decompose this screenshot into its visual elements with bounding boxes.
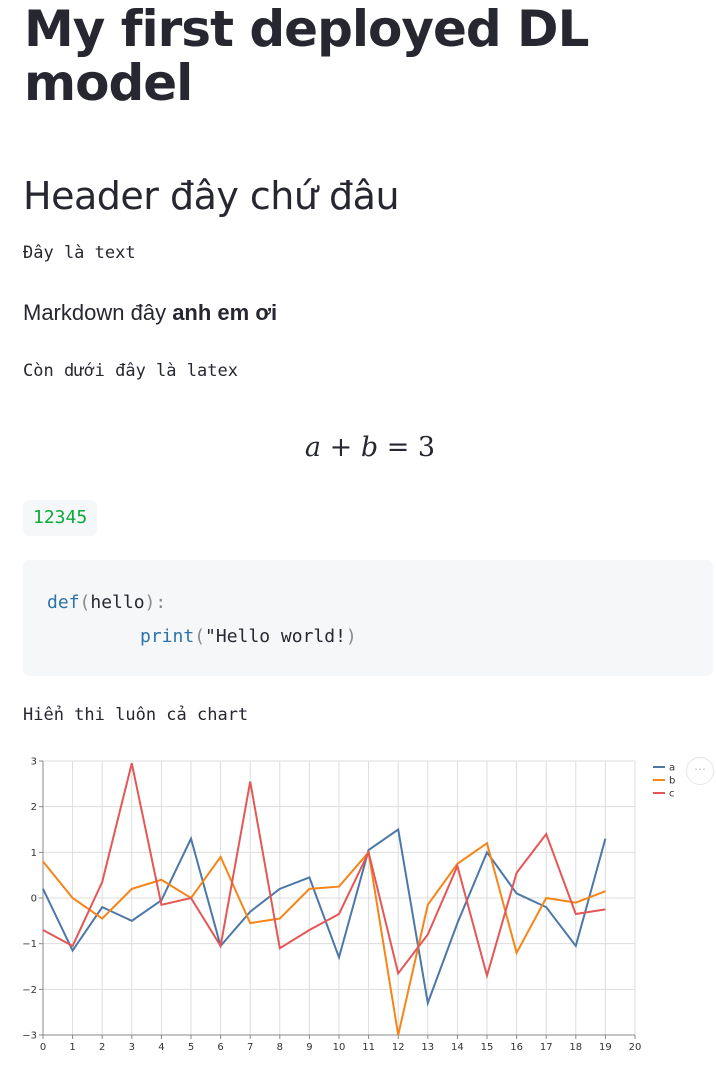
section-header: Header đây chứ đâu xyxy=(23,174,400,218)
x-tick-label: 13 xyxy=(421,1042,434,1053)
code-paren-open-2: ( xyxy=(194,626,206,647)
latex-a: a xyxy=(304,432,321,463)
y-tick-label: −3 xyxy=(22,1031,37,1042)
code-block: def(hello): print("Hello world!) xyxy=(23,560,713,676)
code-paren-open: ( xyxy=(79,592,91,613)
latex-formula: a + b = 3 xyxy=(0,432,716,463)
code-line-2: print("Hello world!) xyxy=(140,626,357,647)
y-tick-label: 2 xyxy=(31,802,37,813)
y-tick-label: 3 xyxy=(31,757,37,768)
code-keyword-def: def xyxy=(47,592,80,613)
x-tick-label: 19 xyxy=(599,1042,612,1053)
x-tick-label: 17 xyxy=(540,1042,553,1053)
y-tick-label: 0 xyxy=(31,894,37,905)
x-tick-label: 4 xyxy=(158,1042,164,1053)
more-options-icon[interactable]: ⋯ xyxy=(686,757,714,785)
legend-label-b: b xyxy=(669,776,675,787)
page-title: My first deployed DL model xyxy=(24,0,589,112)
number-output: 12345 xyxy=(23,500,98,536)
x-tick-label: 8 xyxy=(277,1042,283,1053)
latex-b: b xyxy=(360,432,379,463)
line-chart-container[interactable]: 0 1 2 3 4 5 6 7 8 9 10 11 12 13 14 15 16 17 18 19 20 3 2 1 0 −1 −2… xyxy=(0,748,716,1066)
x-tick-label: 16 xyxy=(510,1042,523,1053)
y-tick-label: −2 xyxy=(22,985,37,996)
code-line-1: def(hello): xyxy=(47,592,166,613)
x-tick-label: 0 xyxy=(40,1042,46,1053)
x-tick-label: 7 xyxy=(247,1042,253,1053)
x-tick-label: 15 xyxy=(481,1042,494,1053)
markdown-plain: Markdown đây xyxy=(23,300,173,325)
series-line-b xyxy=(42,841,606,1036)
plain-text: Đây là text xyxy=(23,243,136,263)
code-arg: hello xyxy=(90,592,145,613)
x-tick-label: 3 xyxy=(129,1042,135,1053)
code-paren-close-2: ) xyxy=(345,626,357,647)
latex-plus: + xyxy=(329,432,353,463)
series-line-a xyxy=(42,827,607,1007)
x-tick-label: 10 xyxy=(333,1042,346,1053)
x-tick-label: 12 xyxy=(392,1042,405,1053)
line-chart[interactable]: 0 1 2 3 4 5 6 7 8 9 10 11 12 13 14 15 16 17 18 19 203210−1−2… xyxy=(0,748,716,1066)
markdown-bold: anh em ơi xyxy=(172,300,278,325)
x-tick-label: 5 xyxy=(188,1042,194,1053)
x-tick-label: 1 xyxy=(69,1042,75,1053)
latex-three: 3 xyxy=(417,432,436,463)
x-tick-label: 9 xyxy=(306,1042,312,1053)
code-keyword-print: print xyxy=(140,626,195,647)
x-tick-label: 18 xyxy=(569,1042,582,1053)
latex-label: Còn dưới đây là latex xyxy=(23,361,238,381)
x-tick-label: 6 xyxy=(217,1042,223,1053)
chart-caption: Hiển thi luôn cả chart xyxy=(23,705,249,725)
x-tick-label: 20 xyxy=(629,1042,642,1053)
x-tick-label: 14 xyxy=(451,1042,464,1053)
y-tick-label: −1 xyxy=(22,939,37,950)
markdown-text: Markdown đây anh em ơi xyxy=(23,300,277,326)
code-string: "Hello world! xyxy=(205,626,346,647)
legend-label-a: a xyxy=(669,763,675,774)
x-tick-label: 11 xyxy=(362,1042,375,1053)
x-tick-label: 2 xyxy=(99,1042,105,1053)
y-tick-label: 1 xyxy=(31,848,37,859)
series-line-c xyxy=(42,763,606,980)
code-paren-close: ): xyxy=(144,592,167,613)
legend-label-c: c xyxy=(669,789,675,800)
latex-equals: = xyxy=(386,432,410,463)
